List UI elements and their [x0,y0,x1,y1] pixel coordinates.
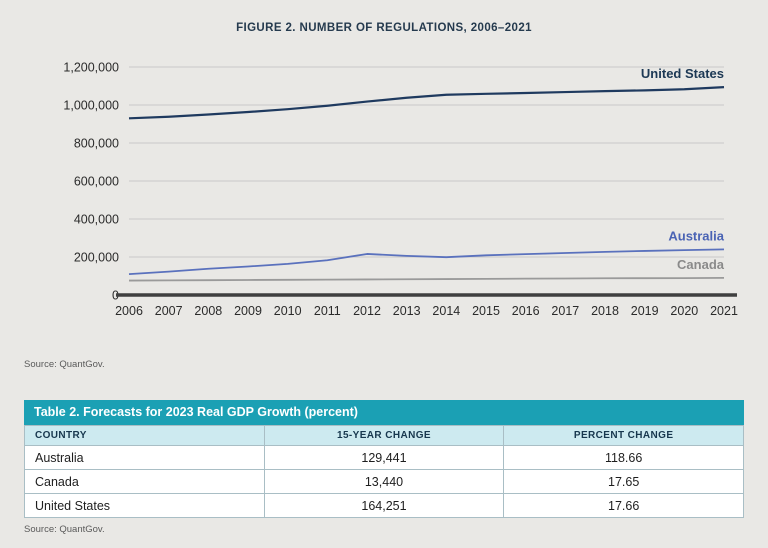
table-header-row: COUNTRY 15-YEAR CHANGE PERCENT CHANGE [24,425,744,446]
x-tick-label: 2020 [670,304,698,318]
table-cell: 17.65 [503,469,744,494]
y-tick-label: 400,000 [74,213,119,227]
x-tick-label: 2021 [710,304,738,318]
regulations-line-chart: 0 200,000 400,000 600,000 800,000 1,000,000 1,… [63,61,738,319]
table-row: United States 164,251 17.66 [24,493,744,518]
figure-title: FIGURE 2. NUMBER OF REGULATIONS, 2006–20… [236,22,532,34]
table-header-country: COUNTRY [24,425,265,446]
table-row: Canada 13,440 17.65 [24,469,744,494]
series-line-australia [128,248,725,275]
series-label-canada: Canada [677,257,725,272]
table-cell: United States [24,493,265,518]
x-tick-label: 2017 [551,304,579,318]
gdp-table-container: Table 2. Forecasts for 2023 Real GDP Gro… [24,400,744,518]
y-tick-label: 1,000,000 [63,99,119,113]
table-cell: 164,251 [263,493,505,518]
series-line-united-states [128,86,725,120]
x-tick-label: 2016 [512,304,540,318]
table-header-15-year-change: 15-YEAR CHANGE [263,425,505,446]
table-cell: 17.66 [503,493,744,518]
chart-container: 0 200,000 400,000 600,000 800,000 1,000,000 1,… [24,40,744,345]
table-source: Source: QuantGov. [24,524,105,535]
x-tick-label: 2015 [472,304,500,318]
table-cell: 129,441 [263,445,505,470]
table-header-percent-change: PERCENT CHANGE [503,425,744,446]
table-cell: 118.66 [503,445,744,470]
table-row: Australia 129,441 118.66 [24,445,744,470]
series-label-australia: Australia [668,228,724,243]
x-tick-label: 2019 [631,304,659,318]
table-cell: 13,440 [263,469,505,494]
x-tick-label: 2013 [393,304,421,318]
series-line-canada [128,277,725,282]
table-cell: Australia [24,445,265,470]
y-tick-label: 800,000 [74,137,119,151]
y-tick-label: 0 [112,289,119,303]
gdp-table: COUNTRY 15-YEAR CHANGE PERCENT CHANGE Aust… [24,425,744,518]
x-tick-label: 2018 [591,304,619,318]
chart-source: Source: QuantGov. [24,359,105,370]
x-tick-label: 2007 [155,304,183,318]
table-cell: Canada [24,469,265,494]
x-tick-label: 2008 [194,304,222,318]
x-tick-label: 2012 [353,304,381,318]
x-tick-label: 2014 [432,304,460,318]
y-tick-label: 1,200,000 [63,61,119,75]
y-tick-label: 200,000 [74,251,119,265]
x-tick-label: 2006 [115,304,143,318]
series-label-united-states: United States [641,66,724,81]
table-body: Australia 129,441 118.66 Canada 13,440 17.65 U… [24,445,744,518]
x-tick-label: 2011 [314,304,341,318]
x-tick-label: 2009 [234,304,262,318]
x-tick-label: 2010 [274,304,302,318]
y-tick-label: 600,000 [74,175,119,189]
table-title: Table 2. Forecasts for 2023 Real GDP Gro… [24,400,744,425]
